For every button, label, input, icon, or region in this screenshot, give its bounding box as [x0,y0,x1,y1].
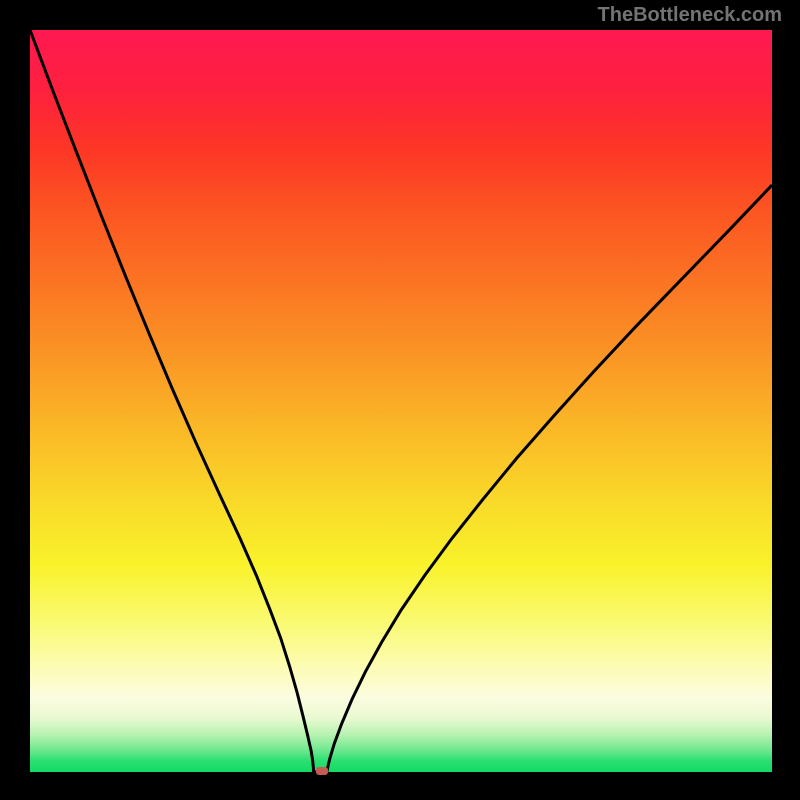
chart-plot-area [30,30,772,772]
right-curve [327,185,772,772]
watermark-text: TheBottleneck.com [598,4,782,27]
minimum-marker [316,767,328,775]
curve-layer [30,30,772,772]
left-curve [30,30,313,772]
